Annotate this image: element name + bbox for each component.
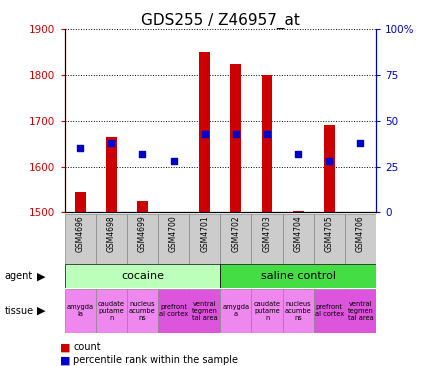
Point: [326, 158, 333, 164]
Text: amygda
la: amygda la: [67, 304, 93, 317]
Text: ▶: ▶: [36, 306, 45, 316]
Text: GSM4696: GSM4696: [76, 216, 85, 252]
Text: prefront
al cortex: prefront al cortex: [159, 304, 188, 317]
FancyBboxPatch shape: [127, 289, 158, 333]
Text: GSM4703: GSM4703: [263, 216, 271, 252]
FancyBboxPatch shape: [283, 289, 314, 333]
Text: GSM4705: GSM4705: [325, 216, 334, 252]
Text: tissue: tissue: [4, 306, 33, 316]
Text: ventral
tegmen
tal area: ventral tegmen tal area: [192, 301, 218, 321]
FancyBboxPatch shape: [220, 289, 251, 333]
Text: ▶: ▶: [36, 271, 45, 281]
FancyBboxPatch shape: [96, 214, 127, 264]
FancyBboxPatch shape: [127, 214, 158, 264]
FancyBboxPatch shape: [220, 214, 251, 264]
Bar: [199, 52, 210, 212]
Point: [232, 131, 239, 137]
FancyBboxPatch shape: [65, 214, 96, 264]
FancyBboxPatch shape: [345, 289, 376, 333]
Text: GSM4701: GSM4701: [200, 216, 209, 252]
Bar: [137, 201, 148, 212]
Text: amygda
a: amygda a: [222, 304, 249, 317]
Text: cocaine: cocaine: [121, 271, 164, 281]
Point: [77, 145, 84, 151]
Bar: [262, 75, 272, 212]
Text: ■: ■: [60, 355, 71, 365]
Point: [139, 151, 146, 157]
FancyBboxPatch shape: [314, 289, 345, 333]
FancyBboxPatch shape: [65, 264, 220, 288]
Text: GSM4706: GSM4706: [356, 216, 365, 252]
Text: prefront
al cortex: prefront al cortex: [315, 304, 344, 317]
FancyBboxPatch shape: [158, 289, 189, 333]
FancyBboxPatch shape: [65, 289, 96, 333]
Text: percentile rank within the sample: percentile rank within the sample: [73, 355, 239, 365]
Text: count: count: [73, 342, 101, 352]
Text: nucleus
acumbe
ns: nucleus acumbe ns: [285, 301, 312, 321]
FancyBboxPatch shape: [251, 214, 283, 264]
Text: GSM4698: GSM4698: [107, 216, 116, 252]
Point: [357, 140, 364, 146]
Text: ventral
tegmen
tal area: ventral tegmen tal area: [348, 301, 373, 321]
Point: [170, 158, 177, 164]
Text: caudate
putame
n: caudate putame n: [254, 301, 280, 321]
Text: saline control: saline control: [261, 271, 336, 281]
Text: nucleus
acumbe
ns: nucleus acumbe ns: [129, 301, 156, 321]
FancyBboxPatch shape: [96, 289, 127, 333]
FancyBboxPatch shape: [345, 214, 376, 264]
FancyBboxPatch shape: [189, 289, 220, 333]
Text: ■: ■: [60, 342, 71, 352]
Point: [295, 151, 302, 157]
Text: GSM4699: GSM4699: [138, 216, 147, 252]
Title: GDS255 / Z46957_at: GDS255 / Z46957_at: [141, 13, 300, 29]
Text: caudate
putame
n: caudate putame n: [98, 301, 125, 321]
FancyBboxPatch shape: [189, 214, 220, 264]
Text: GSM4702: GSM4702: [231, 216, 240, 252]
Text: GSM4700: GSM4700: [169, 216, 178, 252]
Bar: [106, 137, 117, 212]
FancyBboxPatch shape: [158, 214, 189, 264]
Point: [108, 140, 115, 146]
Bar: [231, 64, 241, 212]
Bar: [293, 211, 303, 212]
Text: agent: agent: [4, 271, 32, 281]
Point: [263, 131, 271, 137]
FancyBboxPatch shape: [220, 264, 376, 288]
Point: [201, 131, 208, 137]
FancyBboxPatch shape: [283, 214, 314, 264]
Bar: [324, 125, 335, 212]
Bar: [75, 192, 85, 212]
FancyBboxPatch shape: [314, 214, 345, 264]
Text: GSM4704: GSM4704: [294, 216, 303, 252]
FancyBboxPatch shape: [251, 289, 283, 333]
